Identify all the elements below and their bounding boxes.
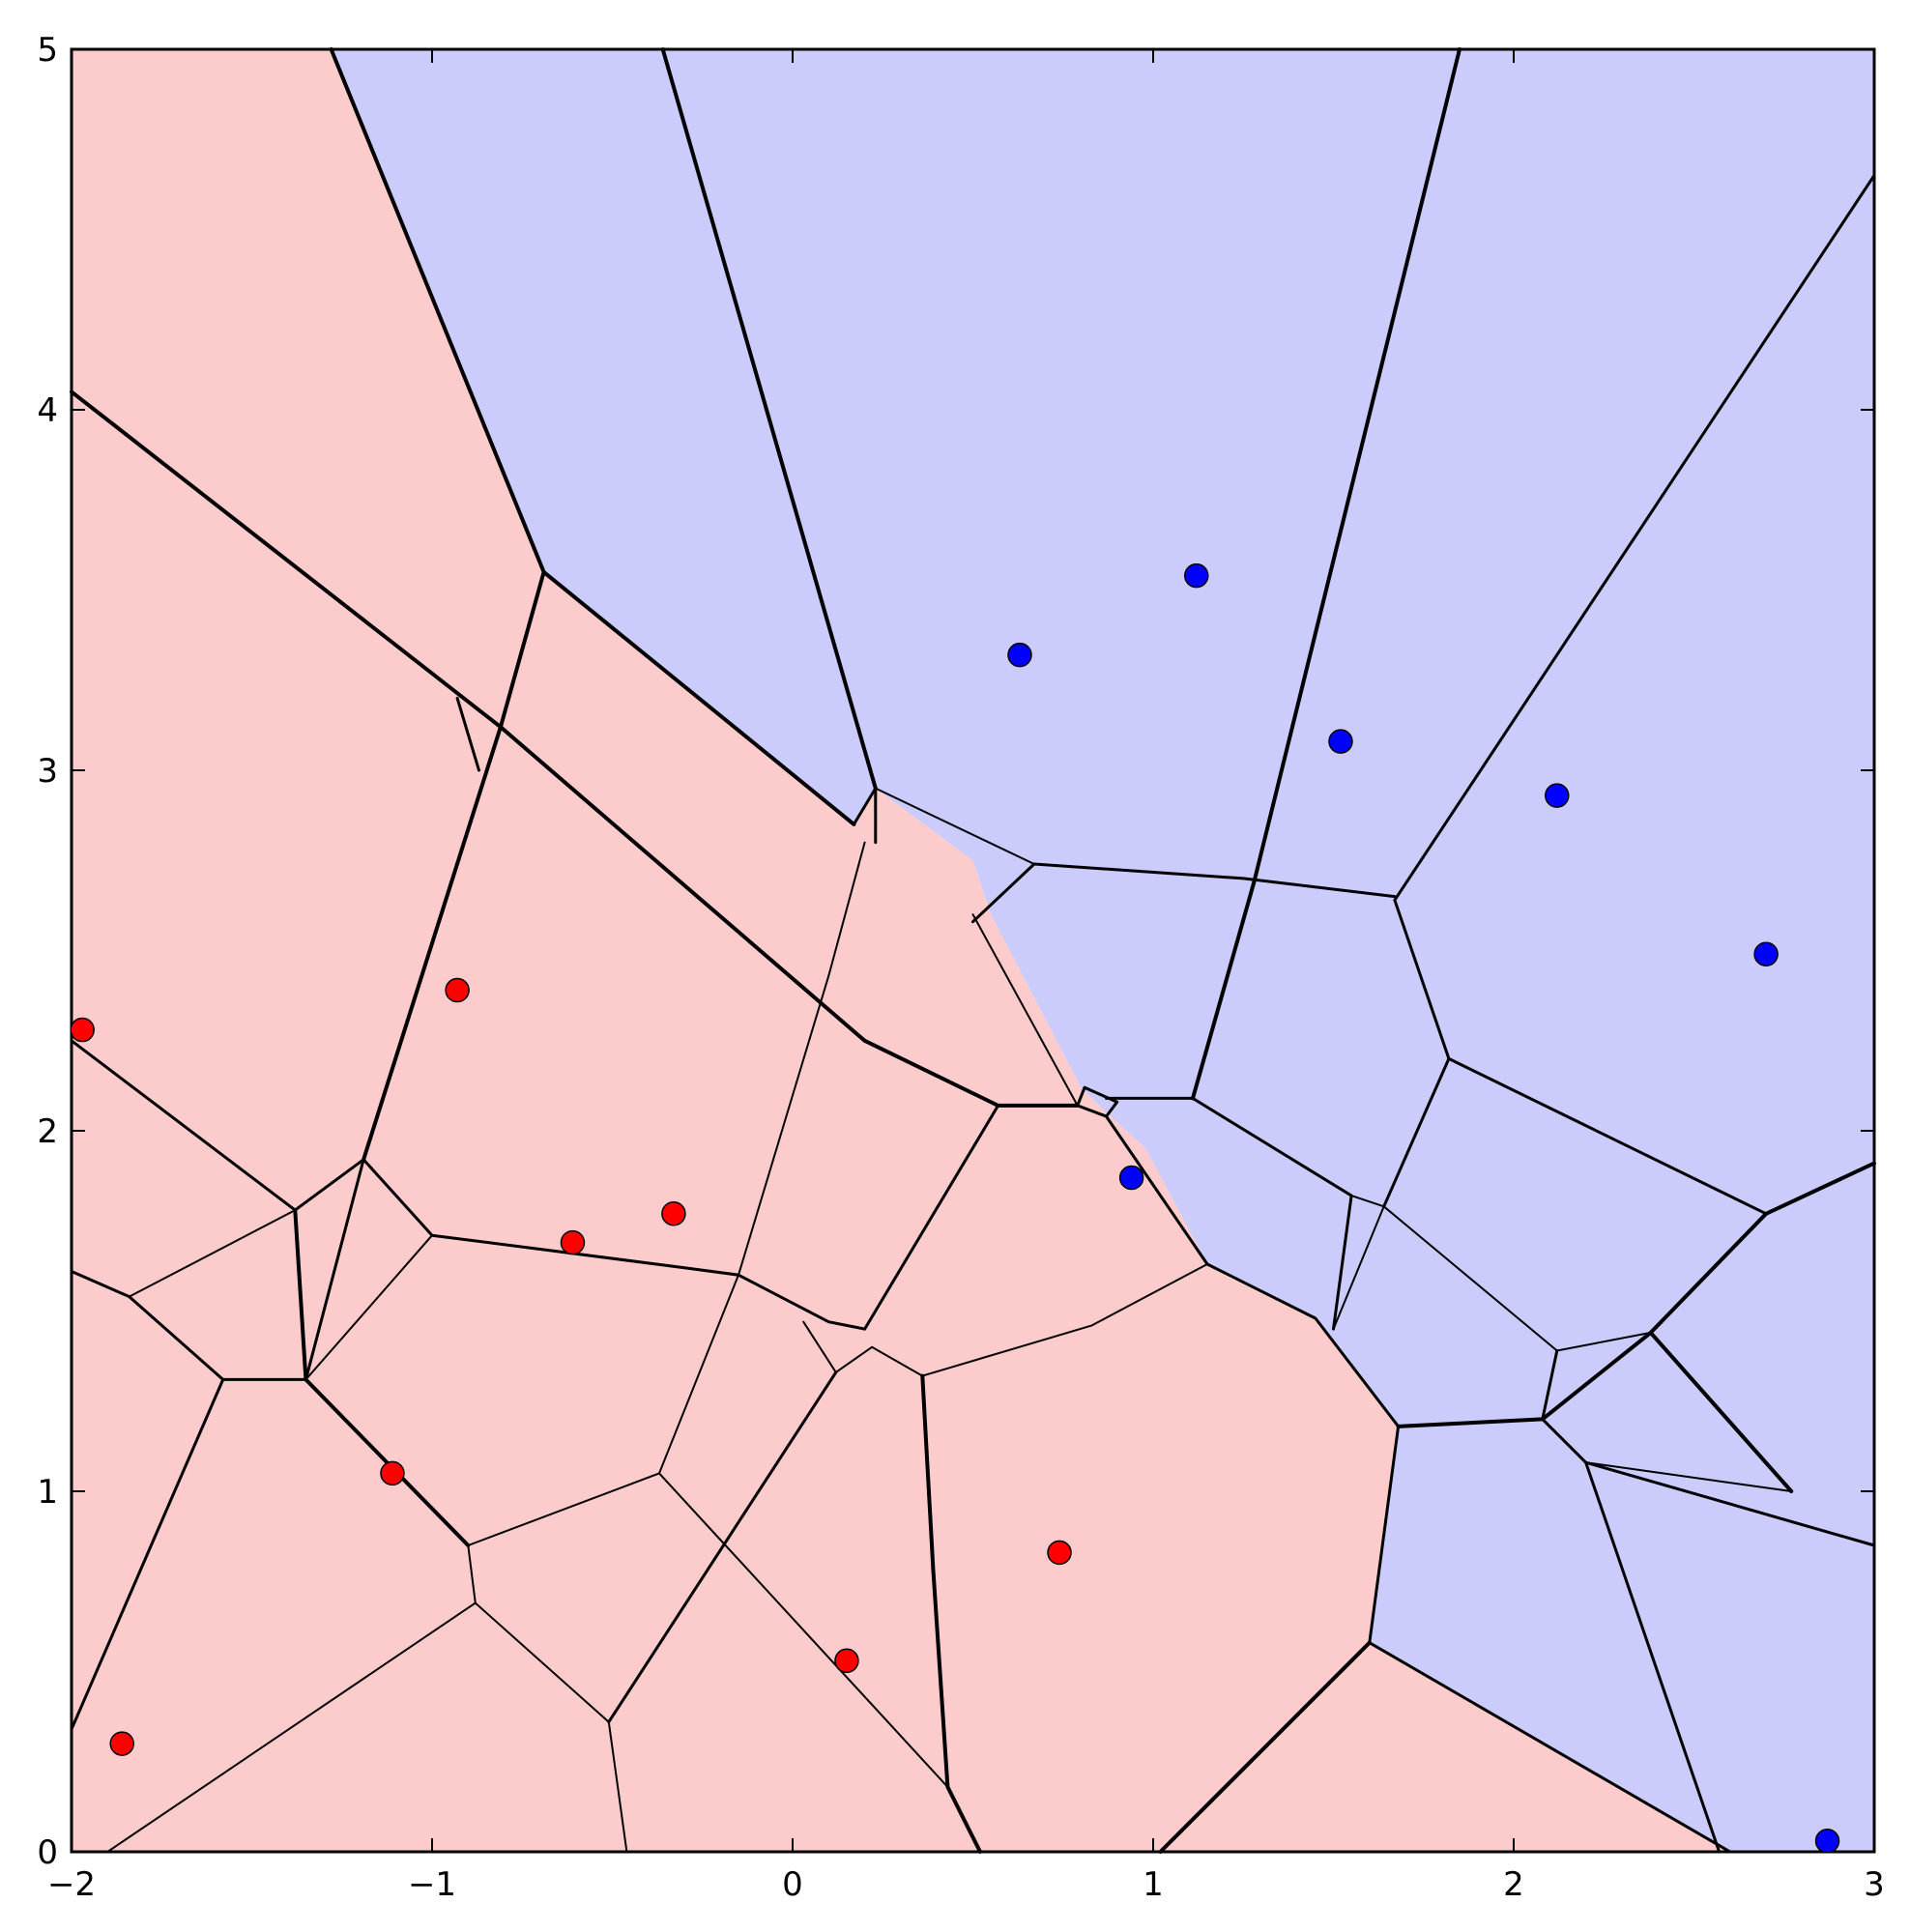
boundary-line-33	[921, 1263, 1208, 1377]
boundary-line-48	[1584, 1460, 1722, 1854]
boundary-line-32	[920, 1373, 982, 1854]
boundary-line-41	[1350, 1195, 1652, 1352]
x-tick-label-4: 2	[1503, 1865, 1524, 1904]
boundary-line-16	[362, 1158, 740, 1277]
y-tick-label-3: 3	[37, 752, 58, 791]
data-point-s0-0	[70, 1017, 95, 1043]
data-points	[70, 562, 1840, 1854]
boundary-line-10	[70, 389, 503, 730]
data-point-s1-0	[1007, 642, 1032, 668]
data-point-s1-3	[1545, 783, 1570, 808]
boundary-line-21	[293, 1208, 308, 1382]
y-tick-label-2: 2	[37, 1112, 58, 1151]
x-axis-tick-labels: −2 −1 0 1 2 3	[47, 1865, 1885, 1904]
boundary-line-3	[660, 47, 878, 791]
boundary-line-15	[293, 1158, 365, 1212]
boundary-line-1	[541, 569, 856, 826]
boundary-line-36	[1105, 1096, 1353, 1197]
boundary-line-40	[1382, 1056, 1451, 1208]
data-point-s0-2	[560, 1229, 586, 1255]
y-axis-tick-labels: 0 1 2 3 4 5	[37, 31, 58, 1872]
data-point-s1-4	[1753, 941, 1779, 966]
boundary-line-37	[1105, 1114, 1209, 1266]
boundary-line-34	[971, 913, 1079, 1107]
boundary-line-29	[802, 1320, 924, 1377]
boundary-line-17	[304, 1158, 365, 1381]
region-red-0	[72, 49, 1730, 1852]
boundary-line-42	[1332, 1194, 1353, 1331]
class-regions	[72, 49, 1875, 1852]
boundary-line-22	[70, 1377, 225, 1731]
data-point-s1-2	[1328, 729, 1353, 754]
boundary-line-38	[1205, 1262, 1401, 1428]
x-tick-label-3: 1	[1143, 1865, 1164, 1904]
boundary-line-9	[1191, 879, 1257, 1101]
data-point-s0-1	[445, 977, 470, 1003]
boundary-line-18	[304, 1234, 433, 1381]
boundary-line-30	[607, 1370, 838, 1724]
boundary-line-14	[70, 1039, 297, 1212]
boundary-line-8	[971, 862, 1036, 924]
boundary-line-6	[1393, 174, 1876, 902]
cell-boundaries	[70, 47, 1876, 1854]
data-point-s0-3	[661, 1201, 686, 1226]
boundary-line-27	[658, 1472, 949, 1788]
region-blue-1	[331, 49, 1875, 1852]
boundary-line-45	[1648, 1330, 1794, 1493]
data-point-s0-4	[380, 1460, 405, 1486]
data-point-s1-6	[1814, 1829, 1840, 1854]
plot-frame	[70, 47, 1876, 1854]
data-point-s1-5	[1118, 1165, 1144, 1191]
boundary-line-28	[737, 1273, 867, 1331]
boundary-line-31	[863, 1104, 1000, 1331]
boundary-line-49	[1368, 1425, 1401, 1645]
x-tick-label-5: 3	[1864, 1865, 1885, 1904]
boundary-line-20	[128, 1209, 297, 1298]
boundary-line-47	[1584, 1461, 1793, 1492]
boundary-line-43	[1332, 1205, 1385, 1331]
y-tick-label-1: 1	[37, 1473, 58, 1512]
boundary-line-4	[874, 787, 1035, 865]
boundary-line-7	[1032, 862, 1397, 899]
data-point-s0-5	[834, 1648, 859, 1674]
x-tick-label-0: −2	[47, 1865, 96, 1904]
data-point-s0-6	[1047, 1540, 1072, 1566]
x-tick-label-1: −1	[408, 1865, 456, 1904]
x-tick-label-2: 0	[782, 1865, 803, 1904]
y-tick-label-4: 4	[37, 391, 58, 430]
boundary-line-50	[1158, 1640, 1372, 1854]
y-tick-label-5: 5	[37, 31, 58, 70]
boundary-line-12	[455, 696, 480, 772]
boundary-line-19	[70, 1270, 307, 1381]
y-tick-label-0: 0	[37, 1833, 58, 1872]
boundary-line-5	[1252, 47, 1461, 884]
data-point-s1-1	[1184, 562, 1209, 589]
data-point-s0-7	[109, 1731, 134, 1756]
boundary-line-51	[1368, 1641, 1732, 1854]
boundary-line-13	[498, 725, 1080, 1108]
boundary-line-46	[1541, 1349, 1876, 1547]
boundary-line-35	[1076, 1085, 1119, 1118]
boundary-line-0	[329, 47, 546, 574]
